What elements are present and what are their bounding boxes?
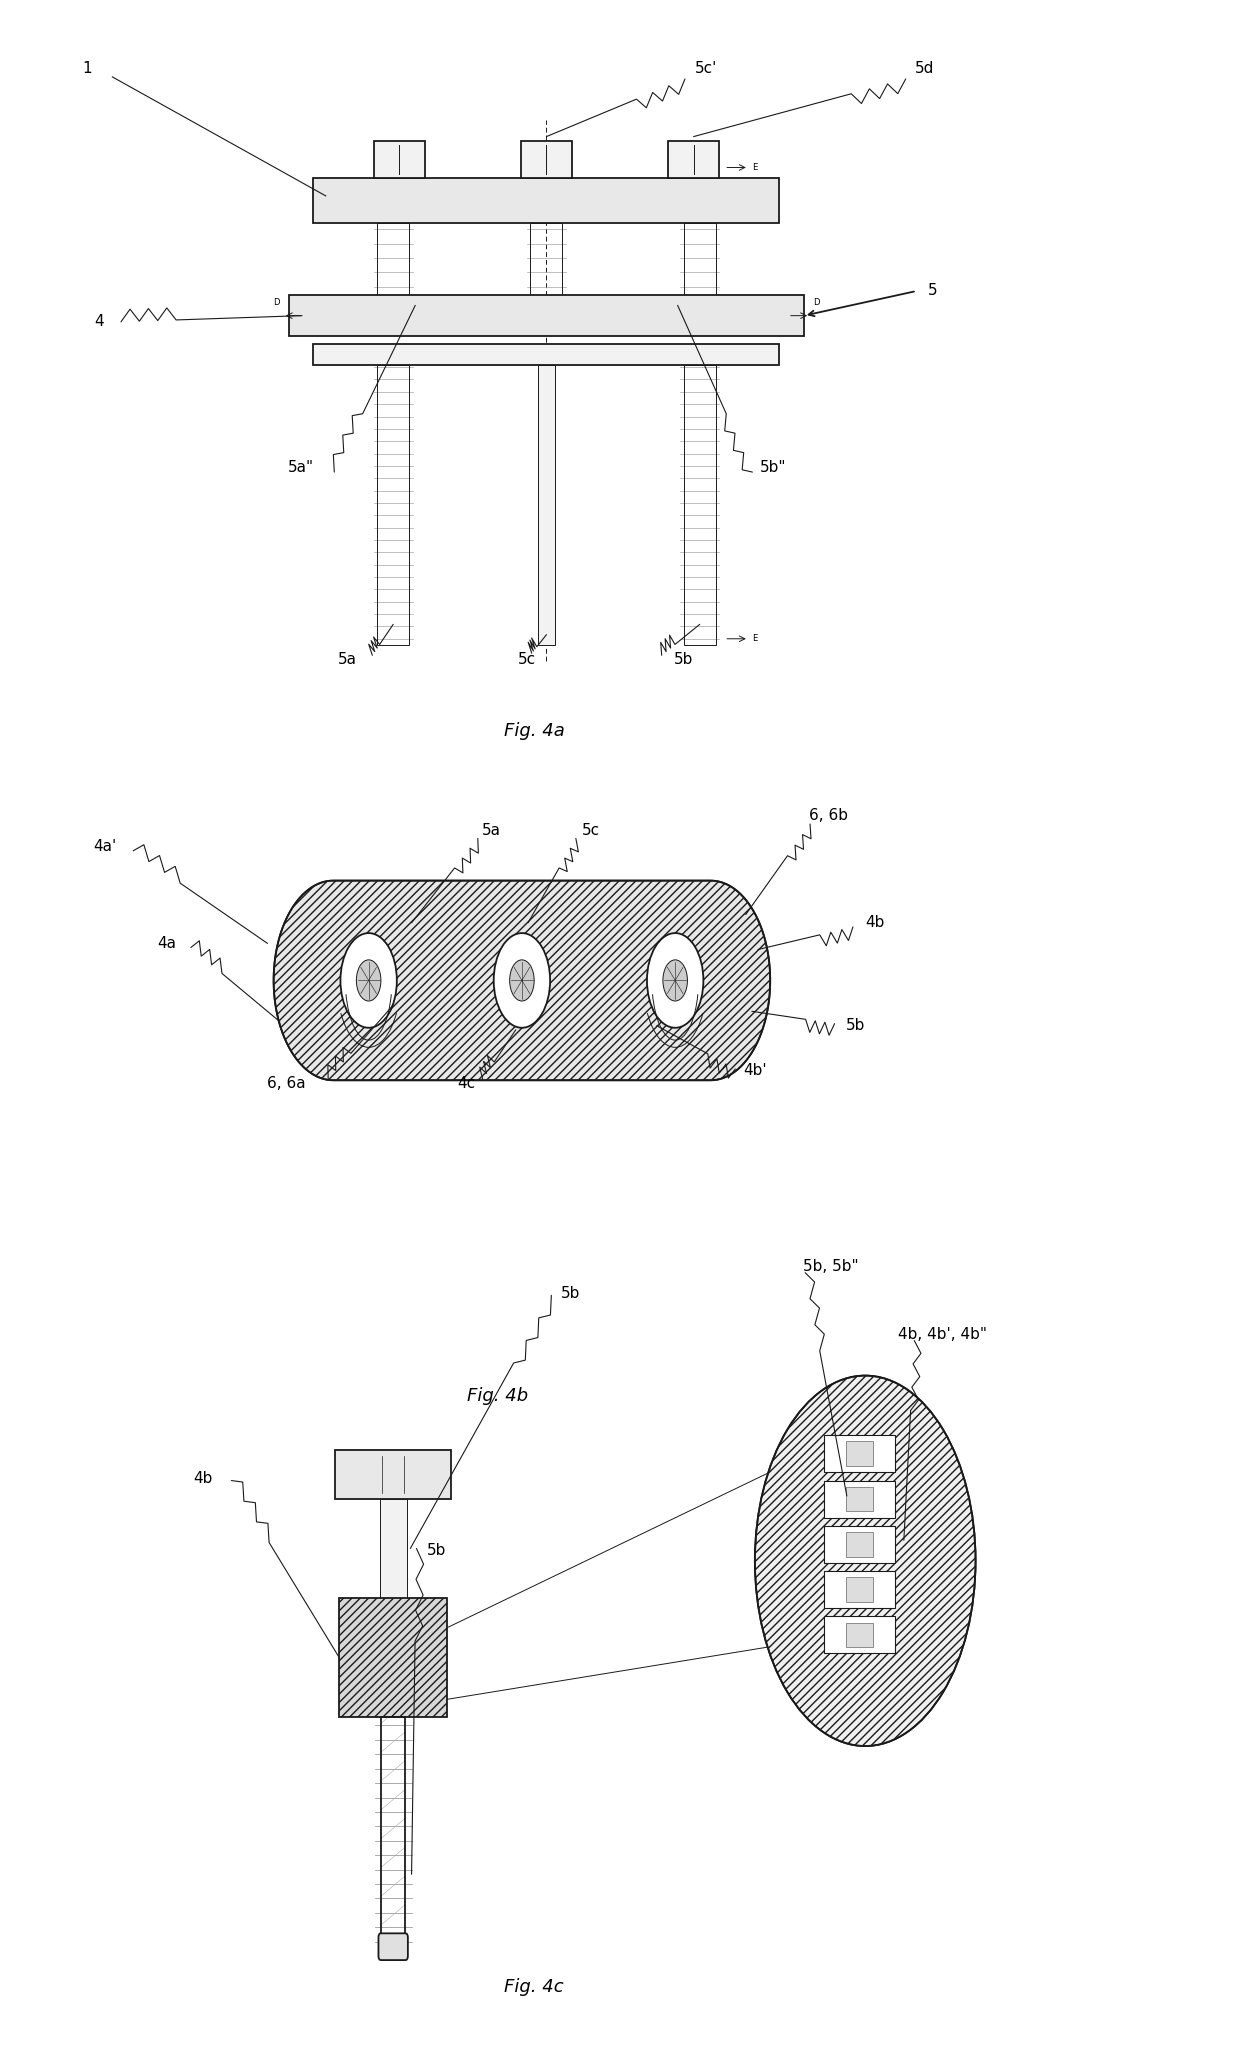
Text: 4b: 4b	[866, 916, 884, 930]
Circle shape	[510, 959, 534, 1001]
Bar	[823, 1525, 894, 1562]
Text: 5a": 5a"	[288, 460, 314, 474]
Text: 5c': 5c'	[694, 62, 717, 77]
Bar	[668, 141, 719, 178]
Text: 5c: 5c	[518, 653, 536, 667]
Bar	[377, 365, 409, 644]
Bar	[521, 141, 572, 178]
Text: 5b: 5b	[675, 653, 693, 667]
Bar	[379, 1498, 407, 1598]
Text: 5b, 5b": 5b, 5b"	[804, 1260, 859, 1274]
Bar	[531, 224, 563, 294]
Text: D: D	[274, 298, 280, 307]
PathPatch shape	[274, 881, 770, 1080]
Bar	[823, 1616, 894, 1653]
Text: 5b: 5b	[846, 1017, 866, 1034]
Text: 5a: 5a	[339, 653, 357, 667]
Circle shape	[494, 932, 551, 1028]
Circle shape	[755, 1376, 976, 1747]
Bar	[289, 294, 804, 336]
Text: Fig. 4b: Fig. 4b	[466, 1386, 528, 1405]
Bar	[314, 178, 780, 224]
Text: 4a': 4a'	[93, 839, 117, 854]
Circle shape	[341, 932, 397, 1028]
Text: 4a: 4a	[156, 937, 176, 951]
Text: 6, 6a: 6, 6a	[267, 1075, 306, 1090]
Text: 1: 1	[82, 62, 92, 77]
Circle shape	[663, 959, 687, 1001]
Bar	[314, 344, 780, 365]
Bar	[538, 365, 556, 644]
Text: 5b: 5b	[562, 1287, 580, 1301]
Text: 4b, 4b', 4b": 4b, 4b', 4b"	[898, 1326, 987, 1343]
Text: 4: 4	[94, 315, 104, 329]
Text: 5d: 5d	[914, 62, 934, 77]
Text: 6, 6b: 6, 6b	[808, 808, 848, 823]
Bar	[823, 1481, 894, 1517]
Bar	[823, 1436, 894, 1473]
Bar	[823, 1571, 894, 1608]
Text: 5: 5	[928, 284, 937, 298]
Bar	[846, 1577, 873, 1602]
Text: E: E	[753, 634, 758, 642]
Text: D: D	[813, 298, 820, 307]
Bar	[846, 1622, 873, 1647]
Bar	[846, 1442, 873, 1467]
Bar	[846, 1488, 873, 1510]
Text: 4c: 4c	[458, 1075, 476, 1090]
Bar	[335, 1450, 451, 1498]
Bar	[340, 1598, 448, 1718]
Circle shape	[647, 932, 703, 1028]
Text: 4b: 4b	[193, 1471, 213, 1486]
Circle shape	[356, 959, 381, 1001]
Bar	[683, 365, 715, 644]
Text: Fig. 4a: Fig. 4a	[503, 723, 564, 740]
Text: 5c: 5c	[582, 823, 600, 837]
Bar	[846, 1531, 873, 1556]
Text: 5b: 5b	[427, 1544, 445, 1558]
Bar	[377, 224, 409, 294]
Text: 4b': 4b'	[743, 1063, 766, 1080]
Bar	[683, 224, 715, 294]
FancyBboxPatch shape	[378, 1933, 408, 1960]
Bar	[381, 1718, 405, 1941]
Text: Fig. 4c: Fig. 4c	[505, 1979, 564, 1995]
Bar	[373, 141, 425, 178]
Text: 5a: 5a	[482, 823, 501, 837]
Text: E: E	[753, 164, 758, 172]
Text: 5b": 5b"	[760, 460, 786, 474]
